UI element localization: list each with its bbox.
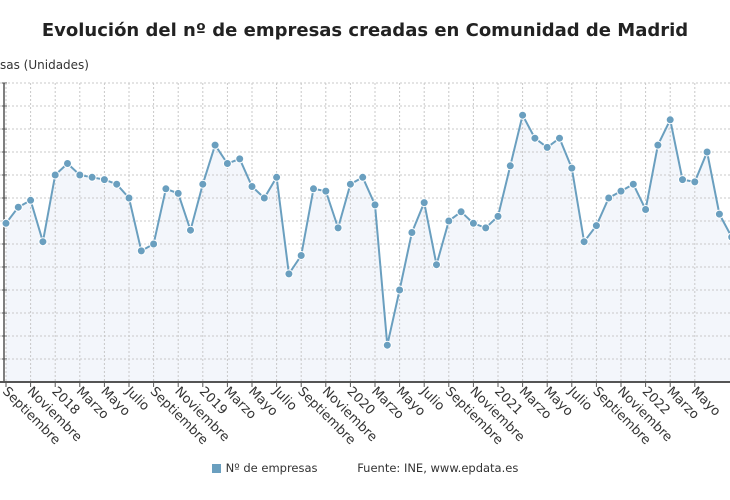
data-point — [99, 175, 109, 185]
legend-label: Nº de empresas — [225, 461, 318, 475]
data-point — [309, 184, 318, 194]
source-note: Fuente: INE, www.epdata.es — [357, 461, 519, 475]
data-point — [555, 133, 564, 143]
chart-title: Evolución del nº de empresas creadas en … — [41, 20, 689, 41]
data-point — [370, 200, 380, 210]
data-point — [222, 159, 232, 168]
data-point — [161, 184, 171, 194]
data-point — [678, 175, 687, 185]
data-point — [468, 218, 478, 228]
data-point — [186, 225, 195, 235]
data-point — [641, 205, 651, 214]
data-point — [382, 340, 392, 350]
data-point — [616, 186, 626, 196]
data-point — [690, 177, 700, 187]
data-point — [493, 211, 503, 221]
data-point — [26, 195, 36, 205]
line-chart: SeptiembreNoviembre2018MarzoMayoJulioSep… — [0, 82, 730, 448]
data-point — [456, 207, 466, 217]
data-point — [1, 218, 11, 228]
data-point — [124, 193, 134, 203]
data-point — [210, 140, 220, 150]
data-point — [444, 216, 454, 226]
data-point — [407, 228, 417, 237]
data-point — [567, 163, 577, 173]
data-point — [13, 202, 23, 212]
data-point — [50, 170, 60, 180]
area-fill — [6, 115, 730, 382]
data-point — [247, 182, 257, 191]
legend: Nº de empresas Fuente: INE, www.epdata.e… — [0, 461, 730, 475]
data-point — [505, 161, 515, 171]
data-point — [591, 221, 601, 231]
data-point — [198, 179, 208, 189]
data-point — [579, 237, 589, 247]
data-point — [345, 179, 355, 189]
data-point — [358, 172, 368, 182]
data-point — [38, 237, 48, 247]
data-point — [653, 140, 663, 150]
data-point — [432, 260, 441, 270]
y-axis-label: sas (Unidades) — [0, 58, 89, 72]
data-point — [75, 170, 85, 180]
data-point — [333, 223, 343, 233]
data-point — [136, 246, 146, 256]
data-point — [112, 179, 122, 189]
data-point — [604, 193, 614, 203]
data-point — [63, 159, 72, 168]
data-point — [296, 251, 306, 260]
data-point — [419, 198, 429, 208]
data-point — [272, 172, 282, 182]
data-point — [542, 142, 552, 152]
legend-swatch — [211, 464, 221, 473]
data-point — [149, 239, 159, 249]
data-point — [628, 179, 638, 189]
data-point — [518, 110, 528, 120]
data-point — [284, 269, 294, 279]
data-point — [259, 193, 269, 203]
data-point — [321, 186, 331, 196]
data-point — [665, 115, 675, 125]
data-point — [87, 172, 97, 182]
data-point — [235, 154, 245, 164]
data-point — [395, 285, 405, 295]
data-point — [714, 209, 724, 219]
data-point — [530, 133, 540, 143]
data-point — [173, 188, 183, 198]
data-point — [702, 147, 712, 157]
data-point — [727, 232, 730, 242]
data-point — [481, 223, 491, 233]
